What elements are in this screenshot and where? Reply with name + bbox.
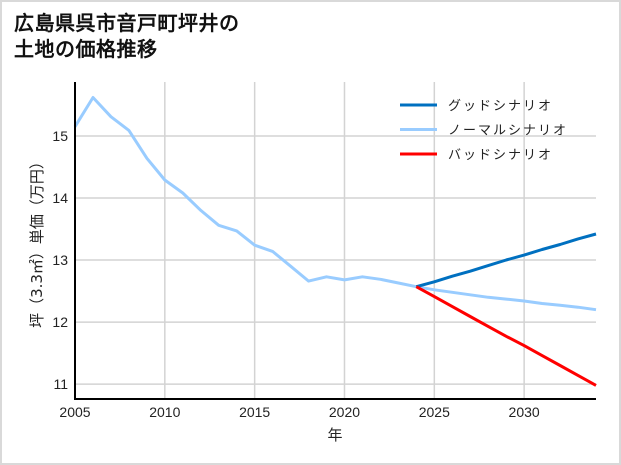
chart-title: 広島県呉市音戸町坪井の 土地の価格推移 [14,11,240,61]
y-tick-label: 15 [52,128,68,144]
axes [74,82,596,400]
legend-label: グッドシナリオ [448,99,553,114]
series-line [415,232,597,289]
y-tick-label: 13 [52,252,68,268]
data-lines [73,96,597,387]
x-tick-label: 2030 [509,404,540,420]
legend-label: ノーマルシナリオ [448,124,568,139]
tick-labels: 2005 2010 2015 2020 2025 2030 11 12 13 14 15 [52,128,539,420]
x-axis-label: 年 [327,426,342,444]
x-tick-label: 2005 [59,404,90,420]
series-line [73,96,597,312]
y-tick-label: 12 [52,314,68,330]
x-tick-label: 2010 [149,404,180,420]
x-tick-label: 2020 [329,404,360,420]
y-tick-label: 11 [53,376,68,392]
y-tick-label: 14 [52,190,68,206]
series-line [415,285,597,387]
x-tick-label: 2025 [419,404,450,420]
x-tick-label: 2015 [239,404,270,420]
y-axis-label: 坪（3.3㎡）単価（万円） [28,154,46,328]
legend-label: バッドシナリオ [448,148,553,163]
